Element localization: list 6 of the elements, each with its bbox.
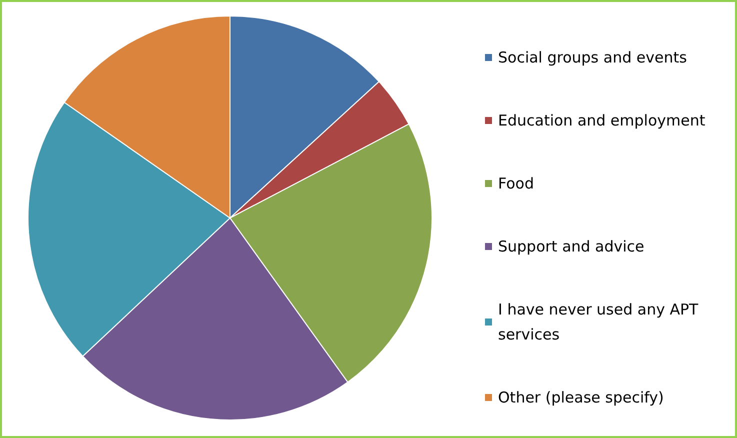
legend-label: Food — [498, 174, 534, 192]
legend-label: Support and advice — [498, 238, 644, 256]
legend-label: Education and employment — [498, 112, 706, 130]
legend-label: Social groups and events — [498, 48, 688, 66]
legend-label: I have never used any APT services — [498, 300, 703, 344]
legend-label: Other (please specify) — [498, 388, 664, 406]
